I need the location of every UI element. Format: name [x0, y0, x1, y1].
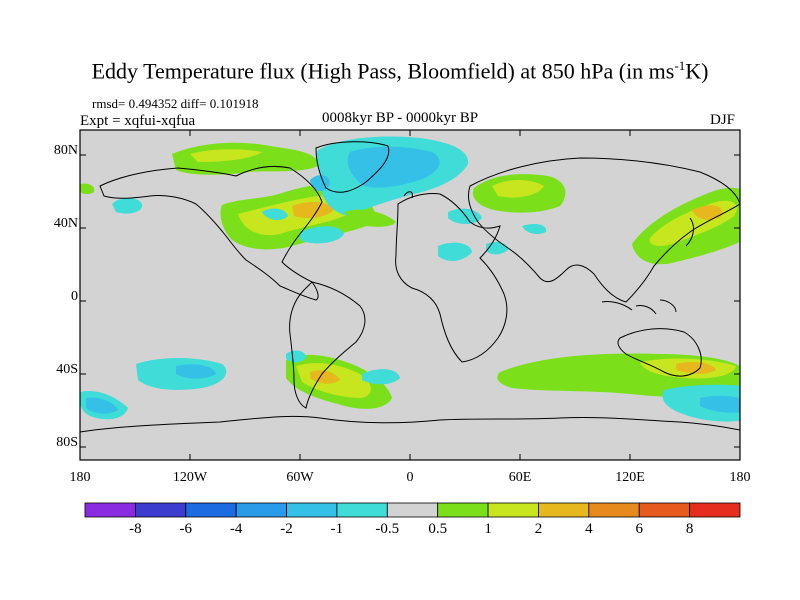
- axis-ticks: [79, 130, 741, 460]
- colorbar: [84, 502, 741, 518]
- title-end: K): [685, 58, 709, 84]
- coast-greenland: [315, 141, 390, 193]
- colorbar-label: -4: [229, 521, 243, 537]
- colorbar-label: -0.5: [375, 521, 400, 537]
- colorbar-label: -2: [280, 521, 293, 537]
- lat-label-0: 0: [71, 289, 78, 304]
- field-siberia-pos-core: [492, 180, 544, 198]
- title-superscript: -1: [674, 58, 686, 73]
- lat-label-40s: 40S: [56, 362, 78, 377]
- lon-label-60w: 60W: [286, 470, 314, 485]
- colorbar-swatch: [638, 502, 691, 518]
- field-canada-arctic-pos-core: [190, 149, 262, 162]
- coast-australia: [617, 328, 702, 377]
- colorbar-swatch: [235, 502, 287, 518]
- field-argentina-neg: [286, 350, 306, 363]
- stats-text: rmsd= 0.494352 diff= 0.101918: [92, 96, 259, 111]
- colorbar-swatch: [538, 502, 590, 518]
- coastlines: [80, 141, 740, 433]
- lon-label-60e: 60E: [508, 470, 532, 485]
- colorbar-swatch: [336, 502, 388, 518]
- colorbar-label: 8: [685, 521, 694, 537]
- colorbar-label: -1: [330, 521, 344, 537]
- colorbar-swatch: [588, 502, 640, 518]
- colorbar-swatch: [134, 502, 187, 518]
- colorbar-label: -8: [129, 521, 142, 537]
- colorbar-swatch: [437, 502, 489, 518]
- colorbar-label: 6: [635, 521, 643, 537]
- colorbar-label: 1: [484, 521, 492, 537]
- colorbar-swatch: [689, 502, 741, 518]
- lon-label-180w: 180: [69, 470, 91, 485]
- field-nw-pacific-pos-peak: [692, 205, 723, 220]
- colorbar-label: 0.5: [428, 521, 448, 537]
- field-southern-ocean-pos-peak: [676, 362, 716, 374]
- period-label: 0008kyr BP - 0000kyr BP: [322, 110, 479, 126]
- field-north-pacific-neg: [112, 198, 143, 214]
- lon-label-120e: 120E: [615, 470, 645, 485]
- colorbar-label: 4: [585, 521, 593, 537]
- field-northeast-pacific-pos: [80, 183, 95, 195]
- field-europe-neg: [448, 208, 482, 224]
- coast-south-america: [289, 281, 366, 409]
- colorbar-swatch: [185, 502, 237, 518]
- field-east-us-neg: [300, 226, 344, 244]
- field-south-pacific-neg-core: [176, 364, 216, 379]
- field-great-lakes-neg: [262, 208, 288, 221]
- field-south-atlantic-neg: [362, 369, 400, 385]
- field-southwest-pacific-neg-core: [86, 397, 118, 414]
- lat-label-80n: 80N: [53, 143, 78, 158]
- colorbar-swatch: [386, 502, 439, 518]
- colorbar-swatch: [84, 502, 136, 518]
- field-central-asia-neg: [522, 224, 547, 234]
- lon-label-120w: 120W: [172, 470, 208, 485]
- colorbar-label: -6: [179, 521, 193, 537]
- lat-label-80s: 80S: [56, 435, 78, 450]
- coast-japan-uk: [403, 191, 694, 247]
- coast-asia: [467, 157, 740, 303]
- coast-europe-africa: [395, 193, 508, 363]
- colorbar-swatch: [286, 502, 338, 518]
- map-title: Eddy Temperature flux (High Pass, Bloomf…: [0, 58, 800, 84]
- coast-indonesia: [601, 299, 677, 315]
- lon-label-180e: 180: [729, 470, 751, 485]
- colorbar-swatch: [487, 502, 539, 518]
- lon-label-0: 0: [406, 470, 414, 485]
- field-north-america-pos-peak: [292, 201, 334, 218]
- field-persia-neg: [486, 242, 508, 255]
- coast-antarctica: [80, 415, 740, 433]
- colorbar-label: 2: [534, 521, 543, 537]
- field-atlantic-tail-pos: [344, 209, 396, 227]
- field-middle-east-neg: [438, 242, 472, 261]
- field-south-indian-neg-core: [700, 395, 740, 413]
- lat-label-40n: 40N: [53, 216, 78, 231]
- season-label: DJF: [710, 112, 736, 128]
- flux-anomaly-fields: [80, 136, 740, 422]
- experiment-label: Expt = xqfui-xqfua: [80, 113, 196, 129]
- title-main: Eddy Temperature flux (High Pass, Bloomf…: [91, 58, 675, 84]
